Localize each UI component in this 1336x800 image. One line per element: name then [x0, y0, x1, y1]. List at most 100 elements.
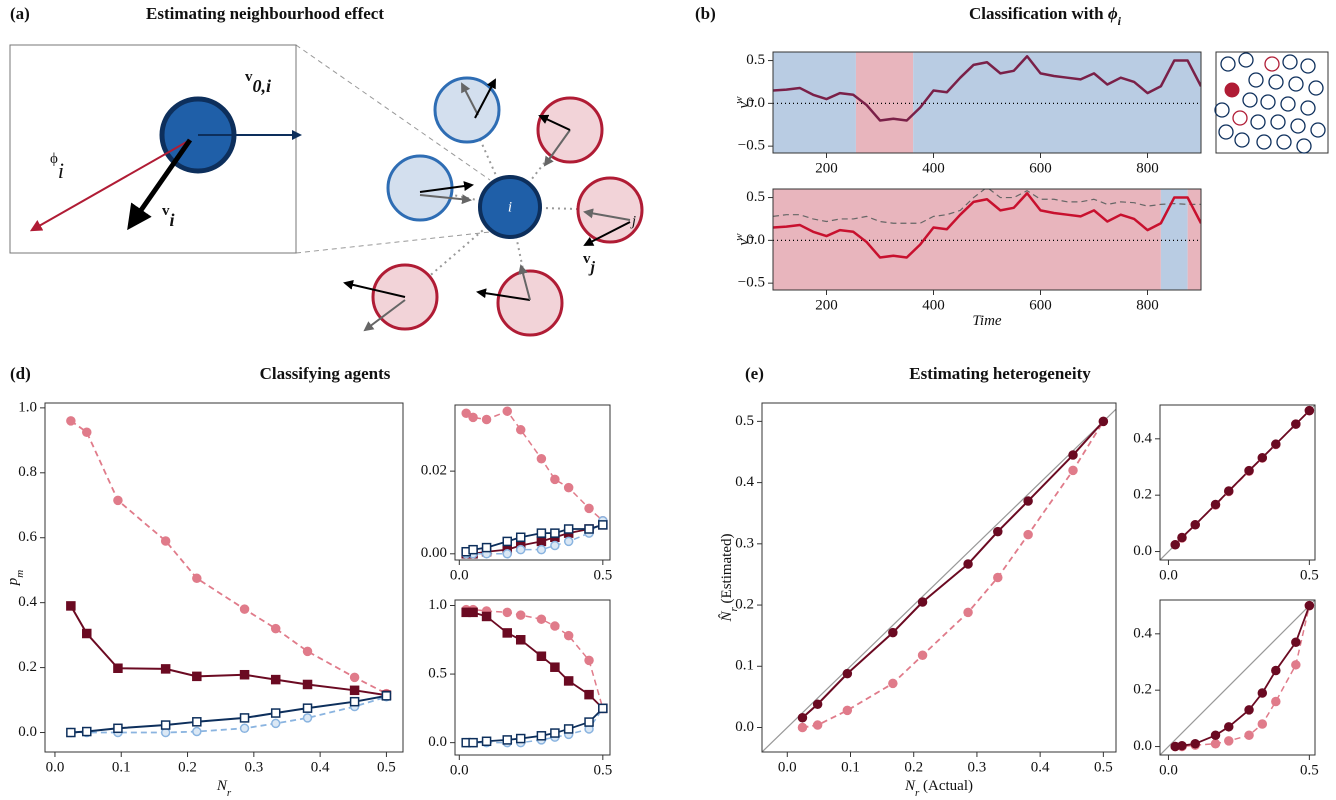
marker [1271, 696, 1281, 707]
marker [1068, 465, 1078, 476]
marker [1210, 499, 1221, 510]
marker [584, 689, 594, 700]
agent-label: j [630, 213, 636, 229]
marker [239, 604, 250, 614]
marker [481, 611, 492, 622]
label-rest: (Actual) [919, 778, 973, 794]
marker [550, 528, 560, 538]
series-line [466, 611, 604, 710]
y-tick-label: −0.5 [738, 138, 765, 154]
y-tick-label: 0.0 [746, 232, 765, 248]
x-tick-label: 800 [1136, 160, 1159, 176]
marker [160, 720, 171, 730]
y-tick-label: 0.5 [746, 52, 765, 68]
x-tick-label: 0.0 [1159, 567, 1178, 583]
y-tick-label: 0.1 [735, 658, 754, 674]
marker [536, 536, 547, 547]
marker [515, 733, 526, 744]
y-tick-label: 0.4 [1133, 625, 1152, 641]
marker [515, 532, 526, 543]
marker [563, 630, 574, 641]
x-tick-label: 0.5 [1094, 759, 1113, 775]
x-tick-label: 0.0 [1159, 762, 1178, 778]
label-rest: (Estimated) [719, 533, 735, 607]
y-tick-label: 0.2 [1133, 682, 1152, 698]
marker [536, 453, 547, 464]
series-line [773, 55, 1201, 122]
marker [160, 536, 171, 546]
title-text: Classification with [969, 4, 1108, 23]
marker [502, 735, 512, 745]
series-line [773, 189, 1201, 224]
y-tick-label: 0.5 [735, 413, 754, 429]
marker [349, 696, 360, 707]
plot-frame [1159, 404, 1316, 561]
particle [1224, 82, 1240, 98]
y-axis-label: pm [5, 570, 25, 587]
marker [192, 671, 202, 682]
x-tick-label: 400 [922, 160, 945, 176]
marker [598, 703, 608, 714]
marker [239, 713, 250, 723]
region [773, 189, 1161, 290]
particles [1214, 52, 1326, 154]
link [509, 129, 571, 208]
marker [550, 621, 560, 631]
marker [66, 416, 76, 426]
marker [515, 610, 526, 620]
marker [598, 520, 608, 530]
marker [1257, 688, 1268, 698]
panel-label: (e) [745, 364, 764, 383]
marker [1177, 740, 1187, 751]
marker [502, 549, 512, 559]
x-tick-label: 0.5 [593, 567, 612, 583]
x-tick-label: 0.5 [377, 759, 396, 775]
series-line [70, 695, 387, 734]
x-tick-label: 0.5 [593, 762, 612, 778]
title-sub: i [1118, 14, 1122, 28]
series-line [466, 608, 604, 709]
panel-title: Classification with ϕi [969, 4, 1122, 28]
label-sub: i [745, 236, 757, 239]
marker [563, 724, 574, 734]
marker [302, 646, 313, 657]
marker [468, 412, 478, 423]
panel-label: (d) [10, 364, 31, 383]
y-tick-label: 0.00 [421, 545, 447, 561]
title-symbol: ϕ [1108, 4, 1118, 23]
x-tick-label: 0.0 [450, 567, 469, 583]
panel-label: (a) [10, 4, 30, 23]
label-sup: w [733, 96, 745, 104]
marker [1224, 736, 1234, 746]
arrow [461, 82, 479, 116]
marker [1257, 719, 1268, 729]
x-tick-label: 0.0 [450, 762, 469, 778]
marker [192, 726, 202, 737]
marker [888, 627, 898, 638]
plot-frame [761, 402, 1117, 753]
marker [1023, 529, 1033, 540]
arrow [476, 288, 531, 301]
marker [536, 544, 547, 555]
series-line [773, 192, 1201, 259]
series-line [465, 410, 604, 522]
marker [550, 728, 560, 738]
y-tick-label: 0.0 [1133, 543, 1152, 559]
y-tick-label: 1.0 [18, 399, 37, 415]
marker [468, 607, 478, 618]
x-tick-label: 0.3 [968, 759, 987, 775]
marker [1170, 540, 1180, 550]
marker [192, 573, 202, 584]
marker [888, 678, 898, 689]
panel-title: Classifying agents [260, 364, 391, 383]
marker [515, 635, 526, 645]
marker [192, 717, 202, 727]
label-sub: i [58, 158, 64, 183]
x-tick-label: 0.2 [904, 759, 923, 775]
label-sub: j [588, 259, 596, 276]
marker [536, 731, 547, 741]
y-tick-label: 0.6 [18, 529, 37, 545]
diagonal [762, 408, 1116, 752]
x-tick-label: 200 [815, 160, 838, 176]
